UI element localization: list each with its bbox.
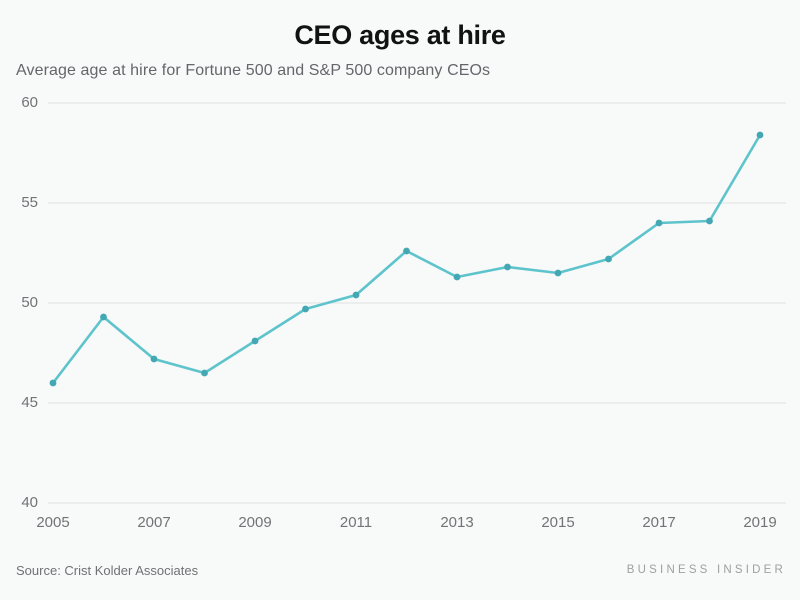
data-point-2016 [605,255,612,263]
x-axis-tick-label: 2019 [743,514,777,531]
data-point-2005 [49,379,57,387]
data-line [51,133,762,385]
data-point-2011 [352,291,360,299]
data-point-2010 [302,305,309,313]
data-point-2012 [403,247,410,255]
business-insider-logo: BUSINESS INSIDER [626,564,786,576]
data-point-2017 [655,219,663,227]
data-point-2014 [504,263,511,271]
data-point-2009 [251,337,259,345]
x-axis-tick-label: 2005 [36,514,70,531]
y-axis-tick-label: 45 [21,394,38,411]
y-axis-tick-label: 60 [21,94,38,111]
x-axis-tick-label: 2007 [137,514,171,531]
y-axis-tick-label: 50 [21,294,38,311]
x-axis-tick-label: 2017 [642,514,676,531]
x-axis-tick-label: 2015 [541,514,575,531]
chart-subtitle: Average age at hire for Fortune 500 and … [16,62,491,79]
x-axis-tick-label: 2009 [238,514,272,531]
data-point-2013 [453,273,461,281]
chart-title: CEO ages at hire [294,20,506,50]
data-point-2006 [100,313,107,321]
y-axis-tick-label: 40 [21,494,38,511]
y-axis-tick-label: 55 [21,194,38,211]
x-axis-tick-label: 2011 [339,514,373,531]
data-point-2007 [150,355,158,363]
data-point-2019 [756,131,764,139]
source-note: Source: Crist Kolder Associates [16,563,199,578]
data-point-2008 [201,369,208,377]
data-point-2015 [554,269,562,277]
x-axis-tick-label: 2013 [440,514,474,531]
data-point-2018 [706,217,713,225]
